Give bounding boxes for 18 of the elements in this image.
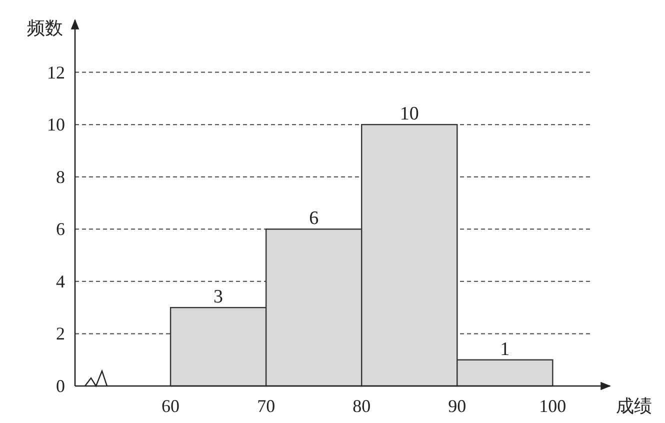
data-label: 1 [500,338,510,360]
data-label: 10 [400,104,419,125]
x-tick-label: 80 [352,396,371,416]
y-tick-label: 6 [56,219,65,240]
y-tick-label: 12 [47,62,65,82]
x-tick-label: 60 [162,396,180,416]
x-tick-label: 90 [448,396,466,416]
y-tick-label: 8 [56,166,65,187]
data-label: 6 [309,208,319,230]
x-tick-label: 100 [539,396,566,416]
x-tick-label: 70 [257,396,276,416]
y-tick-label: 4 [56,271,65,292]
x-axis-title: 成绩 [616,396,652,416]
y-tick-label: 10 [47,114,65,135]
y-tick-label: 0 [56,376,65,396]
data-label: 3 [214,286,224,308]
y-tick-label: 2 [56,324,65,344]
y-axis-title: 频数 [27,18,63,38]
